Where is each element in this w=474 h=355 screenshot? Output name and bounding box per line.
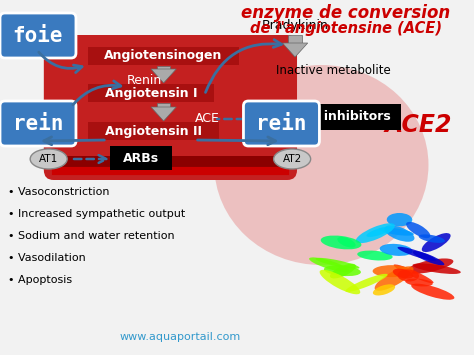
Text: Angiotensinogen: Angiotensinogen xyxy=(104,49,223,62)
Text: Angiotensin I: Angiotensin I xyxy=(105,87,197,99)
FancyBboxPatch shape xyxy=(244,101,319,146)
Text: AT2: AT2 xyxy=(283,154,302,164)
FancyBboxPatch shape xyxy=(44,35,297,180)
Text: de l'angiotensine (ACE): de l'angiotensine (ACE) xyxy=(250,22,442,37)
Ellipse shape xyxy=(273,149,310,169)
Ellipse shape xyxy=(379,228,414,236)
Ellipse shape xyxy=(419,234,445,243)
Text: rein: rein xyxy=(13,114,63,134)
Ellipse shape xyxy=(330,264,356,278)
Text: • Vasodilation: • Vasodilation xyxy=(8,253,85,263)
Ellipse shape xyxy=(397,269,419,282)
Ellipse shape xyxy=(346,274,388,292)
Bar xyxy=(157,103,171,107)
Text: • Increased sympathetic output: • Increased sympathetic output xyxy=(8,209,185,219)
Ellipse shape xyxy=(373,265,410,277)
Text: www.aquaportail.com: www.aquaportail.com xyxy=(119,332,241,342)
Ellipse shape xyxy=(412,263,461,274)
Ellipse shape xyxy=(380,244,412,256)
FancyBboxPatch shape xyxy=(0,13,76,58)
Polygon shape xyxy=(151,107,176,121)
Ellipse shape xyxy=(413,251,444,265)
Text: Inactive metabolite: Inactive metabolite xyxy=(275,64,391,76)
Text: Angiotensin II: Angiotensin II xyxy=(105,125,202,137)
Bar xyxy=(288,35,302,43)
Bar xyxy=(54,156,287,170)
Polygon shape xyxy=(151,69,176,83)
FancyBboxPatch shape xyxy=(285,104,401,130)
Ellipse shape xyxy=(321,235,361,249)
Polygon shape xyxy=(283,43,308,57)
Ellipse shape xyxy=(411,284,455,300)
Text: Renin: Renin xyxy=(127,75,162,87)
Text: Bradykinin: Bradykinin xyxy=(262,18,328,32)
Ellipse shape xyxy=(398,247,436,261)
Text: • Sodium and water retention: • Sodium and water retention xyxy=(8,231,174,241)
Ellipse shape xyxy=(384,225,414,242)
Ellipse shape xyxy=(337,237,356,247)
Ellipse shape xyxy=(366,227,391,237)
Ellipse shape xyxy=(406,258,453,274)
Ellipse shape xyxy=(214,65,428,265)
Ellipse shape xyxy=(30,149,67,169)
Bar xyxy=(88,84,214,102)
Ellipse shape xyxy=(356,223,395,243)
Text: ARBs: ARBs xyxy=(123,152,159,164)
Text: • Apoptosis: • Apoptosis xyxy=(8,275,72,285)
Ellipse shape xyxy=(406,222,430,238)
Text: ACE: ACE xyxy=(195,113,219,126)
Text: Ace inhibitors: Ace inhibitors xyxy=(294,110,391,124)
FancyBboxPatch shape xyxy=(0,101,76,146)
Text: AT1: AT1 xyxy=(39,154,58,164)
Ellipse shape xyxy=(374,266,413,291)
Text: • Vasoconstriction: • Vasoconstriction xyxy=(8,187,109,197)
Ellipse shape xyxy=(387,213,412,226)
Text: ACE2: ACE2 xyxy=(385,113,453,137)
Ellipse shape xyxy=(373,284,395,295)
Bar xyxy=(88,47,238,65)
Ellipse shape xyxy=(393,269,413,279)
Bar xyxy=(157,66,171,69)
Ellipse shape xyxy=(309,257,349,272)
Ellipse shape xyxy=(405,279,433,286)
Ellipse shape xyxy=(316,258,359,269)
Ellipse shape xyxy=(422,233,451,252)
Ellipse shape xyxy=(393,264,434,283)
Bar xyxy=(88,122,219,140)
Ellipse shape xyxy=(324,265,361,276)
Ellipse shape xyxy=(319,270,360,294)
Text: enzyme de conversion: enzyme de conversion xyxy=(241,4,450,22)
Text: foie: foie xyxy=(13,26,63,46)
FancyBboxPatch shape xyxy=(110,146,173,170)
Text: rein: rein xyxy=(256,114,307,134)
Ellipse shape xyxy=(357,251,392,261)
